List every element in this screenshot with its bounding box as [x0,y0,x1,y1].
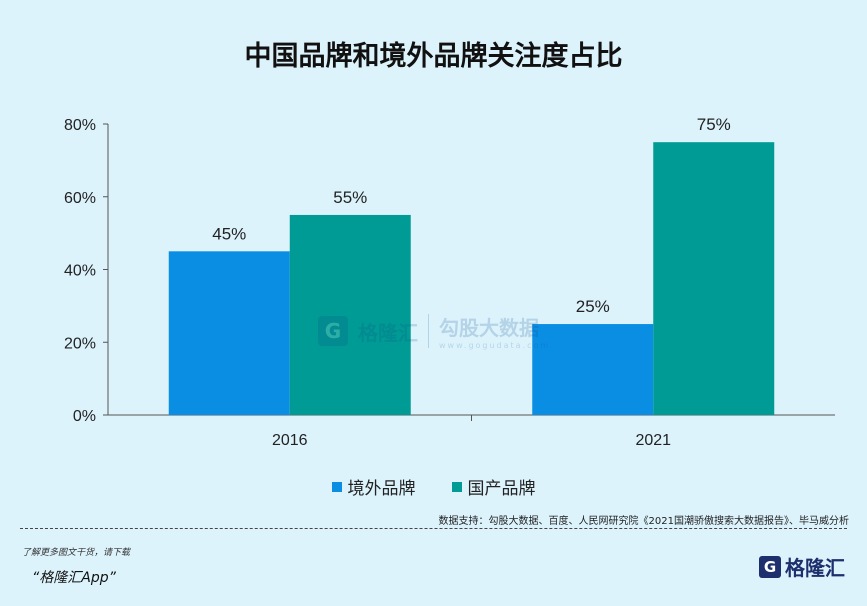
chart-legend: 境外品牌 国产品牌 [0,474,867,499]
y-tick-label: 0% [73,408,96,425]
footer-promo: 了解更多图文干货，请下载 [22,548,131,558]
legend-label-domestic: 国产品牌 [467,479,536,499]
bar-value-label: 55% [333,188,367,207]
bar [168,251,290,415]
legend-swatch-foreign [331,481,342,492]
footer-app-name: “格隆汇App” [32,570,116,586]
footer-divider [20,528,847,529]
legend-swatch-domestic [451,481,462,492]
bar [653,142,775,415]
brand-logo: G 格隆汇 [759,552,845,581]
watermark-separator [428,314,429,348]
brand-logo-text: 格隆汇 [785,556,845,580]
legend-item-foreign: 境外品牌 [331,474,416,499]
y-tick-label: 40% [64,263,96,280]
x-tick-label: 2021 [635,432,671,449]
legend-label-foreign: 境外品牌 [347,479,416,499]
bar-value-label: 75% [697,115,731,134]
chart-title: 中国品牌和境外品牌关注度占比 [244,41,623,72]
y-tick-label: 80% [64,117,96,134]
watermark-logo-icon: G [318,316,348,346]
bar-chart: 0% 20% 40% 60% 80% 2016 45% 55% 2021 25% 75% [64,115,835,449]
bar-value-label: 25% [576,297,610,316]
legend-item-domestic: 国产品牌 [451,474,536,499]
y-tick-label: 20% [64,335,96,352]
bar [289,214,411,415]
x-tick-label: 2016 [272,432,308,449]
watermark-right-text: 勾股大数据 [439,316,539,340]
data-source: 数据支持：勾股大数据、百度、人民网研究院《2021国潮骄傲搜索大数据报告》、毕马… [438,516,849,527]
bar [532,324,654,415]
brand-logo-icon: G [759,555,781,578]
watermark-left-text: 格隆汇 [358,320,418,345]
bar-value-label: 45% [212,224,246,243]
watermark-url: www.gogudata.com [439,341,551,350]
y-tick-label: 60% [64,190,96,207]
watermark: G 格隆汇 勾股大数据 www.gogudata.com [318,312,550,350]
